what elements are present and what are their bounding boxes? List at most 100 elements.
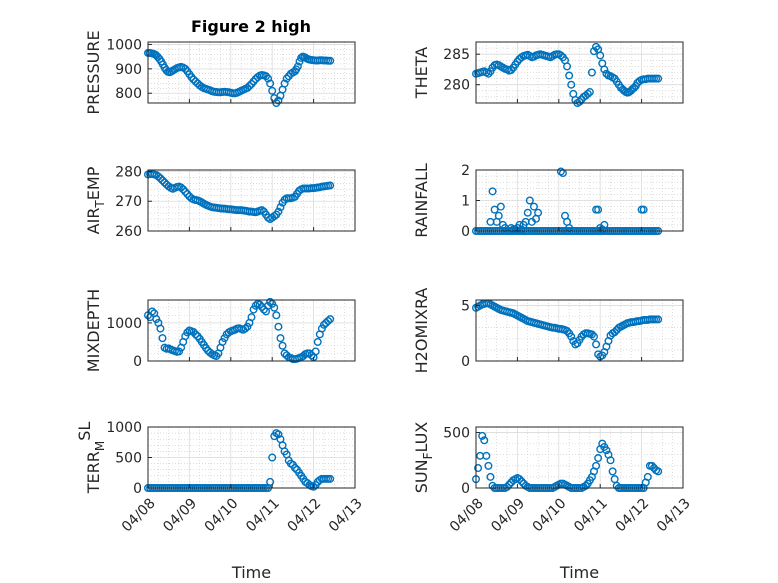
y-axis-label: AIRTEMP <box>84 166 107 234</box>
axes-frame <box>475 41 684 104</box>
x-tick-label: 04/12 <box>284 495 324 535</box>
data-point <box>181 332 190 341</box>
y-tick-label: 270 <box>115 194 142 210</box>
y-axis-label: TERRMSL <box>75 422 107 495</box>
x-tick-label: 04/08 <box>447 495 487 535</box>
data-point <box>567 80 576 89</box>
data-point <box>158 176 167 185</box>
y-axis-label: MIXDEPTH <box>84 289 103 372</box>
data-point <box>490 205 499 214</box>
data-point <box>488 187 497 196</box>
data-point <box>270 303 279 312</box>
y-tick-label: 1 <box>461 194 470 210</box>
y-tick-label: 280 <box>443 78 470 94</box>
axes-frame <box>147 41 356 104</box>
x-tick-label: 04/12 <box>612 495 652 535</box>
data-point <box>654 315 663 324</box>
data-point <box>268 86 277 95</box>
series-air-temp <box>143 169 335 224</box>
data-point <box>517 477 526 486</box>
y-tick-label: 0 <box>461 224 470 240</box>
y-tick-label: 2 <box>461 163 470 179</box>
y-axis-label: H2OMIXRA <box>412 288 431 374</box>
y-tick-label: 0 <box>133 481 142 497</box>
y-tick-label: 0 <box>461 481 470 497</box>
data-point <box>585 88 594 97</box>
data-point <box>326 56 335 65</box>
y-tick-label: 1000 <box>106 420 142 436</box>
axes-frame <box>147 299 356 362</box>
data-point <box>158 334 167 343</box>
data-point <box>600 220 609 229</box>
data-point <box>556 51 565 60</box>
data-point <box>496 202 505 211</box>
data-point <box>515 475 524 484</box>
data-point <box>596 51 605 60</box>
figure-title: Figure 2 high <box>191 17 311 36</box>
data-point <box>245 81 254 90</box>
data-point <box>529 202 538 211</box>
data-point <box>326 315 335 324</box>
y-axis-label: THETA <box>412 47 431 99</box>
x-axis-label: Time <box>559 563 599 582</box>
data-point <box>268 453 277 462</box>
data-point <box>602 446 611 455</box>
x-tick-label: 04/10 <box>202 495 242 535</box>
data-point <box>534 208 543 217</box>
data-point <box>309 482 318 491</box>
data-point <box>276 334 285 343</box>
data-point <box>255 300 264 309</box>
data-point <box>556 167 565 176</box>
data-point <box>326 474 335 483</box>
data-point <box>177 183 186 192</box>
data-point <box>274 207 283 216</box>
y-axis-label: SUNFLUX <box>412 422 435 494</box>
x-tick-label: 04/10 <box>530 495 570 535</box>
y-axis-label: RAINFALL <box>412 163 431 238</box>
data-point <box>179 185 188 194</box>
data-point <box>517 225 526 234</box>
y-axis-label: PRESSURE <box>84 30 103 114</box>
data-point <box>600 65 609 74</box>
axes-frame <box>475 299 684 362</box>
subplot-terr-msl: 0 500 1000 04/08 04/09 04/10 04/11 04/12 04/13 TE… <box>75 420 366 582</box>
data-point <box>565 71 574 80</box>
data-point <box>639 205 648 214</box>
data-point <box>148 307 157 316</box>
data-point <box>474 464 483 473</box>
data-point <box>608 467 617 476</box>
data-point <box>274 322 283 331</box>
data-point <box>268 299 277 308</box>
x-tick-label: 04/11 <box>571 495 611 535</box>
x-tick-label: 04/08 <box>119 495 159 535</box>
y-tick-label: 500 <box>115 451 142 467</box>
y-tick-label: 500 <box>443 426 470 442</box>
data-point <box>503 482 512 491</box>
data-point <box>293 62 302 71</box>
data-point <box>587 68 596 77</box>
data-point <box>189 328 198 337</box>
data-point <box>598 225 607 234</box>
data-point <box>478 431 487 440</box>
axes-frame <box>475 426 684 489</box>
data-point <box>486 472 495 481</box>
data-point <box>594 205 603 214</box>
data-point <box>563 62 572 71</box>
data-point <box>592 340 601 349</box>
data-point <box>563 327 572 336</box>
data-point <box>266 297 275 306</box>
data-point <box>278 341 287 350</box>
x-tick-label: 04/13 <box>326 495 366 535</box>
data-point <box>587 330 596 339</box>
y-tick-label: 5 <box>461 299 470 315</box>
x-tick-label: 04/09 <box>488 495 528 535</box>
data-point <box>280 79 289 88</box>
data-point <box>266 477 275 486</box>
data-point <box>643 472 652 481</box>
data-point <box>243 322 252 331</box>
data-point <box>606 456 615 465</box>
series-theta <box>472 42 663 107</box>
data-point <box>484 461 493 470</box>
y-tick-label: 280 <box>115 164 142 180</box>
